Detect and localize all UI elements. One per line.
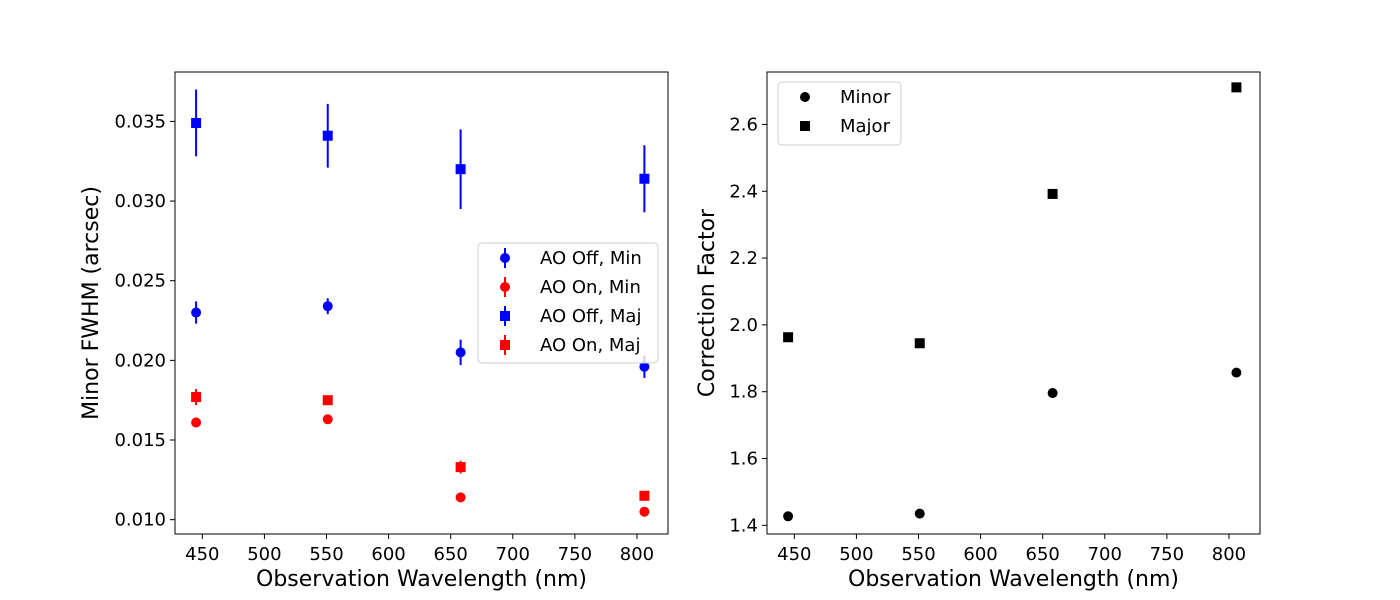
y-tick-label: 1.8 [729, 382, 758, 403]
x-axis-label: Observation Wavelength (nm) [848, 567, 1179, 592]
legend-label: AO Off, Maj [540, 306, 641, 327]
data-point [322, 130, 333, 141]
x-axis-label: Observation Wavelength (nm) [256, 567, 587, 592]
y-tick-label: 2.2 [729, 248, 758, 269]
legend-box [477, 242, 659, 364]
legend-marker [800, 92, 810, 102]
legend: AO Off, Min AO On, Min AO Off, Maj AO On, M… [477, 242, 659, 364]
legend-label: Minor [840, 87, 891, 108]
data-point [191, 417, 202, 428]
legend-marker [500, 253, 510, 263]
axes-frame [766, 71, 1261, 535]
legend-label: AO On, Maj [540, 335, 640, 356]
x-tick-label: 500 [839, 544, 873, 565]
legend: Minor Major [777, 81, 902, 146]
x-tick-label: 600 [963, 544, 997, 565]
x-tick-label: 450 [777, 544, 811, 565]
fwhm-panel: 450 500 550 600 650 700 750 800 0.010 0.015 0.020 0… [79, 71, 669, 592]
correction-factor-panel: 450 500 550 600 650 700 750 800 1.4 1.6 1.8 2.0 2.2 2… [695, 71, 1261, 592]
y-tick-label: 0.030 [114, 191, 166, 212]
data-point [191, 307, 202, 318]
data-point [914, 338, 925, 349]
y-tick-label: 0.015 [114, 430, 166, 451]
data-point [322, 395, 333, 406]
x-tick-label: 600 [371, 544, 405, 565]
x-tick-label: 550 [309, 544, 343, 565]
y-tick-label: 0.025 [114, 271, 166, 292]
data-point [455, 462, 466, 473]
y-axis-label: Correction Factor [695, 208, 720, 397]
data-point [639, 506, 650, 517]
legend-label: Major [840, 116, 891, 137]
series-ao-on-maj [191, 389, 650, 501]
x-tick-label: 750 [1150, 544, 1184, 565]
data-point [1047, 188, 1058, 199]
data-point [1047, 388, 1058, 399]
data-point [639, 490, 650, 501]
y-axis-label: Minor FWHM (arcsec) [79, 186, 104, 420]
data-point [1231, 82, 1242, 93]
legend-label: AO Off, Min [540, 248, 642, 269]
data-point [191, 117, 202, 128]
y-tick-label: 0.010 [114, 510, 166, 531]
data-point [1231, 367, 1242, 378]
x-tick-label: 800 [620, 544, 654, 565]
x-tick-label: 700 [1088, 544, 1122, 565]
x-tick-label: 800 [1212, 544, 1246, 565]
data-point [455, 164, 466, 175]
y-tick-label: 2.6 [729, 114, 758, 135]
legend-marker [500, 340, 510, 350]
x-tick-label: 650 [1026, 544, 1060, 565]
x-tick-label: 750 [558, 544, 592, 565]
series-minor [783, 367, 1242, 522]
y-tick-label: 1.6 [729, 449, 758, 470]
data-point [191, 391, 202, 402]
data-point [914, 508, 925, 519]
y-tick-label: 1.4 [729, 515, 758, 536]
data-point [455, 492, 466, 503]
y-tick-label: 2.0 [729, 315, 758, 336]
x-tick-label: 650 [434, 544, 468, 565]
legend-marker [800, 121, 810, 131]
legend-marker [500, 311, 510, 321]
series-ao-off-maj [191, 89, 650, 213]
x-tick-label: 700 [496, 544, 530, 565]
x-tick-label: 500 [247, 544, 281, 565]
data-point [322, 414, 333, 425]
series-major [783, 82, 1242, 349]
data-point [783, 332, 794, 343]
data-point [783, 511, 794, 522]
series-ao-on-min [191, 414, 650, 517]
x-tick-label: 450 [185, 544, 219, 565]
series-ao-off-min [191, 298, 650, 378]
x-tick-label: 550 [901, 544, 935, 565]
legend-marker [500, 282, 510, 292]
data-point [322, 301, 333, 312]
data-point [455, 347, 466, 358]
data-point [639, 173, 650, 184]
legend-label: AO On, Min [540, 277, 641, 298]
axes-frame [174, 71, 669, 535]
y-tick-label: 2.4 [729, 181, 758, 202]
y-tick-label: 0.020 [114, 350, 166, 371]
y-tick-label: 0.035 [114, 111, 166, 132]
data-point [639, 361, 650, 372]
